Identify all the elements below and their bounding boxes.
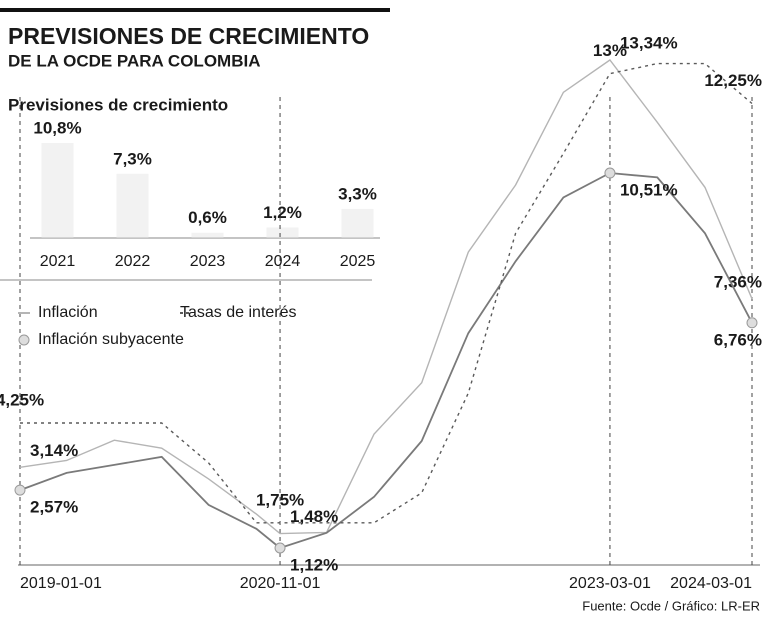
x-tick-label: 2023	[190, 253, 226, 270]
data-label: 1,12%	[290, 555, 338, 574]
series-line	[19, 59, 753, 535]
x-tick-label: 2019-01-01	[20, 575, 102, 592]
bar	[341, 208, 374, 238]
point-marker	[746, 317, 758, 329]
legend-marker	[18, 334, 30, 346]
data-label: 4,25%	[0, 390, 44, 409]
source: Fuente: Ocde / Gráfico: LR-ER	[582, 598, 760, 613]
bar	[41, 143, 74, 238]
series-line	[19, 172, 753, 550]
subtitle: DE LA OCDE PARA COLOMBIA	[8, 51, 260, 70]
x-tick-label: 2024	[265, 253, 301, 270]
point-marker	[14, 484, 26, 496]
data-label: 2,57%	[30, 498, 78, 517]
x-tick-label: 2024-03-01	[670, 575, 752, 592]
data-label: 1,48%	[290, 507, 338, 526]
series-line	[20, 62, 753, 524]
bar-value-label: 10,8%	[33, 118, 81, 137]
data-label: 6,76%	[714, 330, 762, 349]
data-label: 3,14%	[30, 441, 78, 460]
bar	[266, 227, 299, 238]
legend-label: Tasas de interés	[180, 304, 297, 321]
data-label: 13%	[593, 41, 627, 60]
bar-chart-title: Previsiones de crecimiento	[8, 95, 228, 114]
title: PREVISIONES DE CRECIMIENTO	[8, 23, 369, 49]
bar-value-label: 1,2%	[263, 203, 302, 222]
data-label: 1,75%	[256, 490, 304, 509]
data-label: 7,36%	[714, 272, 762, 291]
bar-value-label: 7,3%	[113, 149, 152, 168]
x-tick-label: 2025	[340, 253, 376, 270]
x-tick-label: 2021	[40, 253, 76, 270]
data-label: 13,34%	[620, 33, 678, 52]
x-tick-label: 2022	[115, 253, 151, 270]
bar-value-label: 0,6%	[188, 208, 227, 227]
bar-value-label: 3,3%	[338, 184, 377, 203]
data-label: 10,51%	[620, 180, 678, 199]
point-marker	[604, 167, 616, 179]
data-label: 12,25%	[704, 71, 762, 90]
bar	[191, 232, 224, 238]
legend-label: Inflación subyacente	[38, 331, 184, 348]
point-marker	[274, 542, 286, 554]
x-tick-label: 2023-03-01	[569, 575, 651, 592]
x-tick-label: 2020-11-01	[240, 575, 321, 592]
bar	[116, 173, 149, 238]
legend-label: Inflación	[38, 304, 98, 321]
